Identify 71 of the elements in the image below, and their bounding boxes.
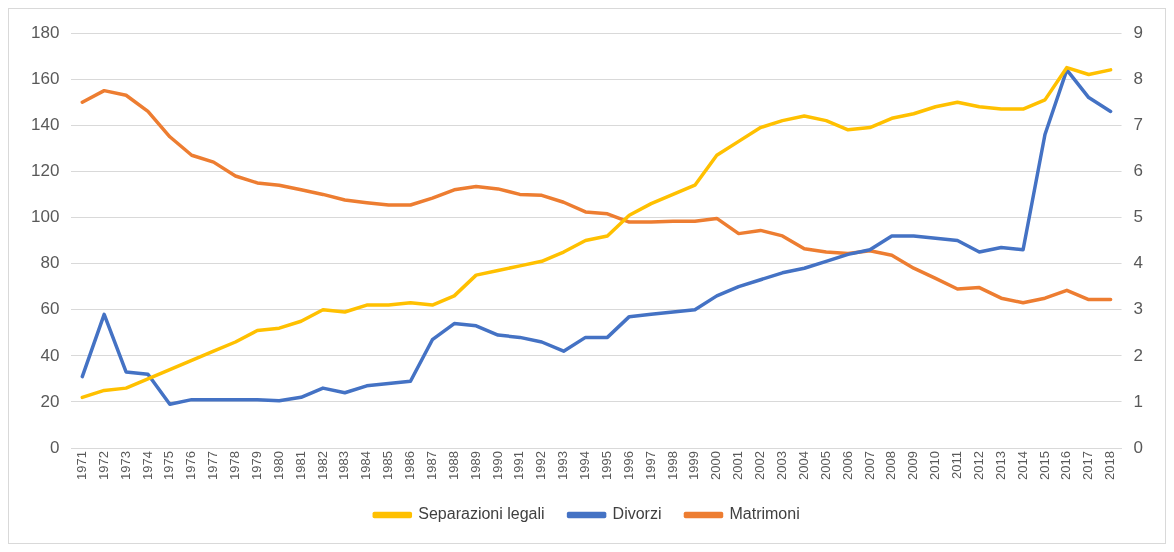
- y2-tick-label: 3: [1133, 299, 1144, 319]
- x-tick-label: 2015: [1036, 451, 1052, 480]
- x-tick-label: 1984: [358, 451, 374, 480]
- y2-tick-label: 5: [1133, 207, 1144, 227]
- x-tick-label: 2012: [970, 451, 986, 480]
- x-tick-label: 2002: [752, 451, 768, 480]
- y-tick-label: 0: [49, 437, 60, 457]
- x-tick-label: 1973: [117, 451, 133, 480]
- x-tick-label: 1977: [205, 451, 221, 480]
- x-tick-label: 2016: [1058, 451, 1074, 480]
- legend-label: Divorzi: [612, 505, 662, 523]
- x-tick-label: 2004: [795, 451, 811, 480]
- x-tick-label: 2014: [1014, 451, 1030, 480]
- legend-label: Matrimoni: [729, 505, 800, 523]
- x-tick-label: 1988: [445, 451, 461, 480]
- y-tick-label: 100: [30, 207, 60, 227]
- y2-tick-label: 1: [1133, 391, 1144, 411]
- x-tick-label: 2007: [861, 451, 877, 480]
- x-tick-label: 1986: [402, 451, 418, 480]
- x-tick-label: 1997: [642, 451, 658, 480]
- y2-tick-label: 9: [1133, 22, 1144, 42]
- x-tick-label: 2017: [1080, 451, 1096, 480]
- y2-tick-label: 6: [1133, 161, 1144, 181]
- x-tick-label: 1991: [511, 451, 527, 480]
- x-tick-label: 2018: [1102, 451, 1118, 480]
- x-tick-label: 1974: [139, 451, 155, 480]
- x-tick-label: 1982: [314, 451, 330, 480]
- x-tick-label: 1976: [183, 451, 199, 480]
- x-tick-label: 2003: [774, 451, 789, 480]
- x-tick-label: 1998: [664, 451, 680, 480]
- y-tick-label: 80: [40, 253, 60, 273]
- x-tick-label: 1999: [686, 451, 702, 480]
- x-tick-label: 1972: [95, 451, 111, 480]
- x-tick-label: 2000: [708, 451, 724, 480]
- x-tick-label: 2011: [949, 451, 965, 480]
- x-tick-label: 2013: [992, 451, 1008, 480]
- x-tick-label: 1980: [270, 451, 286, 480]
- x-tick-label: 2009: [905, 451, 921, 480]
- x-tick-label: 1993: [555, 451, 571, 480]
- x-tick-label: 1992: [533, 451, 549, 480]
- legend-label: Separazioni legali: [418, 505, 545, 523]
- x-tick-label: 1994: [577, 451, 593, 480]
- x-tick-label: 1971: [73, 451, 89, 480]
- x-tick-label: 2001: [730, 451, 746, 480]
- x-tick-label: 1995: [598, 451, 614, 480]
- y2-tick-label: 8: [1133, 68, 1144, 88]
- y-tick-label: 20: [40, 391, 60, 411]
- x-tick-label: 2006: [839, 451, 855, 480]
- x-tick-label: 1978: [227, 451, 243, 480]
- x-tick-label: 2008: [883, 451, 899, 480]
- x-tick-label: 2005: [817, 451, 833, 480]
- x-tick-label: 1975: [161, 451, 177, 480]
- y-tick-label: 40: [40, 345, 60, 365]
- y2-tick-label: 2: [1133, 345, 1144, 365]
- x-tick-label: 1985: [380, 451, 396, 480]
- y2-tick-label: 0: [1133, 437, 1144, 457]
- x-tick-label: 1996: [620, 451, 636, 480]
- y2-tick-label: 7: [1133, 114, 1144, 134]
- y-tick-label: 120: [30, 161, 60, 181]
- y2-tick-label: 4: [1133, 253, 1144, 273]
- x-tick-label: 2010: [927, 451, 943, 480]
- y-tick-label: 60: [40, 299, 60, 319]
- y-tick-label: 140: [30, 114, 60, 134]
- x-tick-label: 1989: [467, 451, 483, 480]
- y-tick-label: 180: [30, 22, 60, 42]
- x-tick-label: 1990: [489, 451, 505, 480]
- y-tick-label: 160: [30, 68, 60, 88]
- x-tick-label: 1987: [423, 451, 439, 480]
- x-tick-label: 1979: [248, 451, 264, 480]
- x-tick-label: 1981: [292, 451, 308, 480]
- x-tick-label: 1983: [336, 451, 352, 480]
